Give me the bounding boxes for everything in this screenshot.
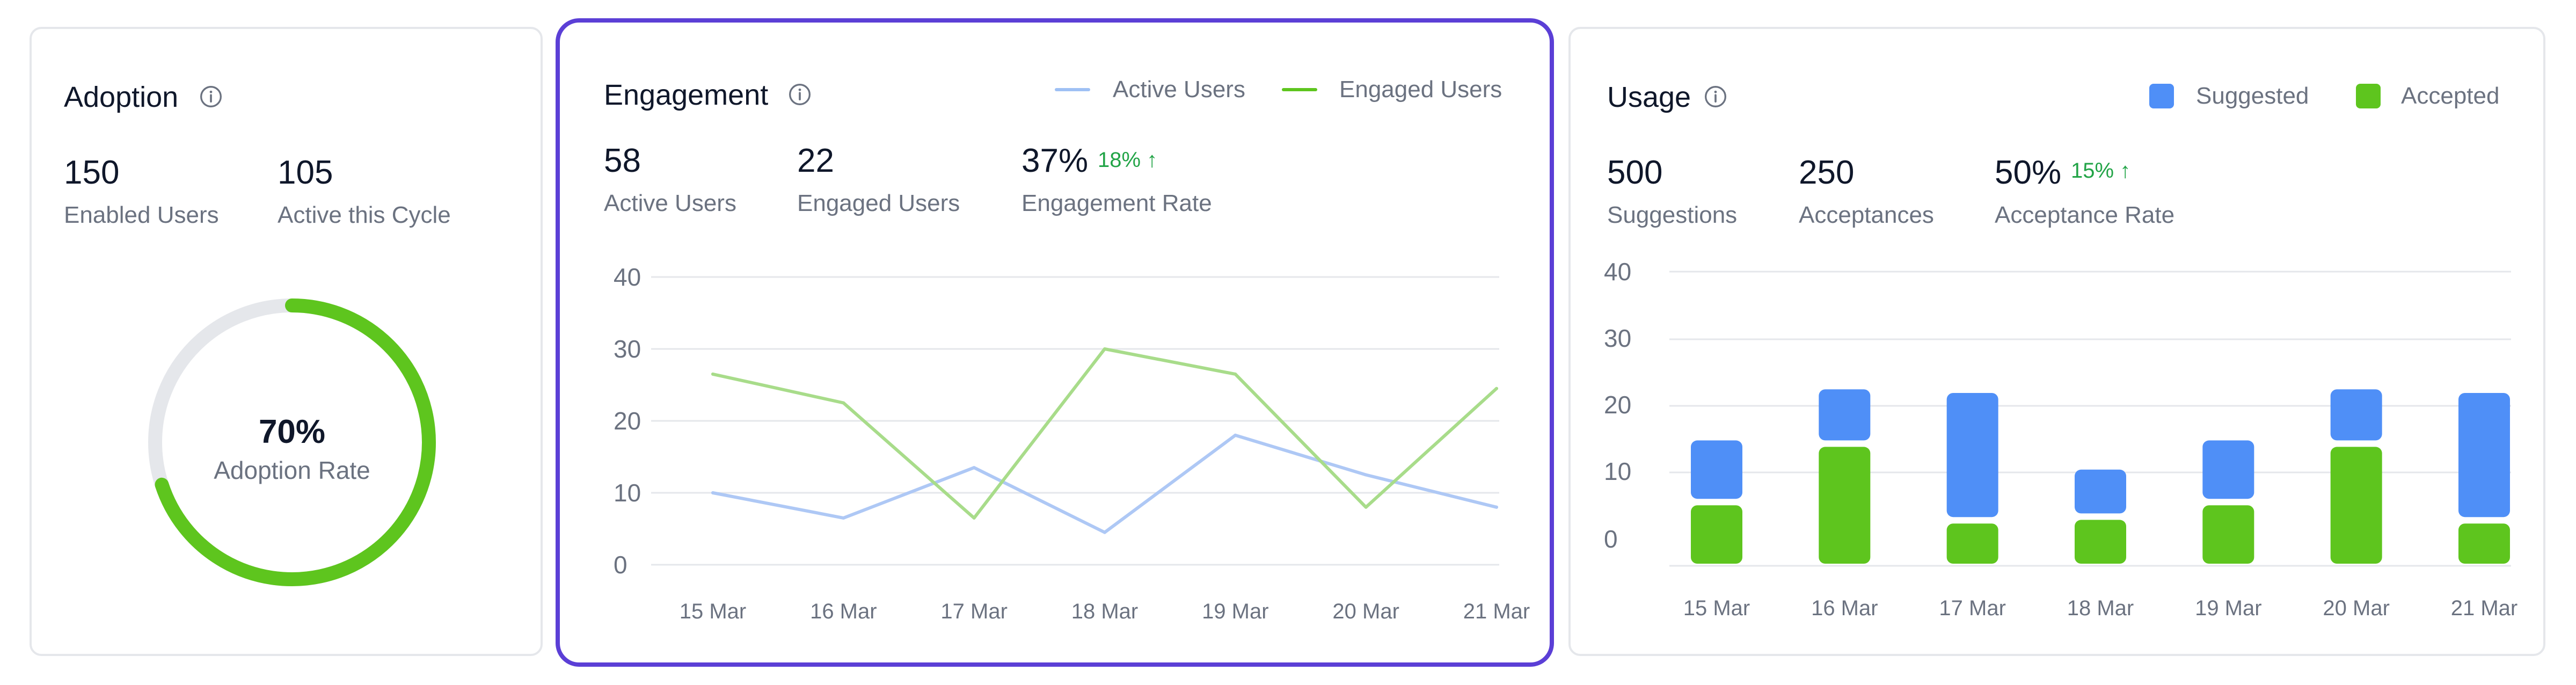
engaged-users-value: 22 — [797, 142, 834, 179]
bar-suggested[interactable] — [1946, 393, 1998, 518]
x-tick-label: 16 Mar — [1811, 596, 1878, 620]
adoption-rate-value: 70% — [258, 413, 326, 450]
acceptance-rate-delta: 15% ↑ — [2071, 159, 2131, 183]
adoption-rate-label: Adoption Rate — [214, 456, 370, 484]
data-point — [1495, 387, 1498, 390]
engagement-rate-delta: 18% ↑ — [1098, 148, 1158, 172]
data-point — [1234, 433, 1237, 437]
usage-bar-chart: 40 30 20 10 0 15 Mar 16 Mar 17 Mar 18 Mar 19 Mar 2… — [1604, 258, 2518, 620]
data-point — [711, 491, 714, 494]
adoption-title: Adoption — [64, 81, 179, 113]
acceptances-label: Acceptances — [1799, 202, 1934, 228]
x-tick-label: 15 Mar — [1683, 596, 1750, 620]
suggestions-label: Suggestions — [1607, 202, 1738, 228]
x-tick-label: 21 Mar — [1463, 600, 1530, 623]
bar-suggested[interactable] — [2202, 440, 2254, 499]
bar-suggested[interactable] — [2330, 389, 2382, 441]
active-users-value: 58 — [604, 142, 641, 179]
x-tick-label: 19 Mar — [2195, 596, 2262, 620]
engagement-rate-label: Engagement Rate — [1021, 190, 1212, 216]
bar-suggested[interactable] — [2075, 469, 2126, 514]
info-icon[interactable] — [199, 85, 223, 108]
data-point — [842, 401, 845, 405]
data-point — [972, 466, 976, 470]
data-point — [1234, 372, 1237, 376]
y-tick-label: 10 — [1604, 457, 1631, 485]
legend-swatch-suggested — [2149, 84, 2174, 108]
x-tick-label: 17 Mar — [940, 600, 1008, 623]
usage-title: Usage — [1607, 81, 1691, 113]
bar-suggested[interactable] — [1691, 440, 1742, 499]
bar-accepted[interactable] — [1946, 523, 1998, 564]
bar-suggested[interactable] — [1819, 389, 1871, 441]
x-tick-label: 20 Mar — [1332, 600, 1399, 623]
data-point — [1364, 473, 1368, 477]
legend-suggested[interactable]: Suggested — [2196, 83, 2309, 109]
bar-accepted[interactable] — [1819, 447, 1871, 564]
engagement-rate-value: 37% — [1021, 142, 1089, 179]
gauge-progress-arc — [155, 298, 436, 586]
legend-active-users[interactable]: Active Users — [1113, 76, 1245, 103]
y-tick-label: 30 — [1604, 324, 1631, 352]
x-tick-label: 17 Mar — [1939, 596, 2006, 620]
y-tick-label: 10 — [614, 479, 641, 507]
series-line-active-users[interactable] — [711, 433, 1498, 534]
data-point — [842, 516, 845, 520]
bar-accepted[interactable] — [2075, 520, 2126, 564]
y-tick-label: 0 — [614, 551, 627, 579]
engagement-card[interactable]: Engagement Active Users Engaged Users 58… — [556, 18, 1554, 667]
data-point — [1103, 347, 1106, 351]
bar-accepted[interactable] — [2458, 523, 2510, 564]
y-tick-label: 40 — [614, 263, 641, 291]
engagement-title: Engagement — [604, 79, 769, 111]
enabled-users-value: 150 — [64, 154, 120, 191]
data-point — [1103, 530, 1106, 534]
bar-accepted[interactable] — [2202, 505, 2254, 564]
usage-card: Usage Suggested Accepted 500 Suggestions… — [1568, 27, 2545, 656]
x-tick-label: 18 Mar — [2067, 596, 2134, 620]
engagement-line-chart: 40 30 20 10 0 15 Mar 16 Mar 17 Mar 18 Mar 19 Mar 2… — [614, 263, 1530, 623]
bar-suggested[interactable] — [2458, 393, 2510, 518]
data-point — [1495, 505, 1498, 509]
info-icon[interactable] — [788, 83, 812, 106]
legend-engaged-users[interactable]: Engaged Users — [1339, 76, 1502, 103]
info-icon[interactable] — [1704, 85, 1727, 108]
bar-accepted[interactable] — [2330, 447, 2382, 564]
y-tick-label: 30 — [614, 335, 641, 363]
active-cycle-label: Active this Cycle — [278, 202, 451, 228]
y-tick-label: 40 — [1604, 258, 1631, 286]
x-tick-label: 15 Mar — [680, 600, 747, 623]
suggestions-value: 500 — [1607, 154, 1663, 191]
data-point — [972, 516, 976, 520]
x-tick-label: 16 Mar — [810, 600, 877, 623]
legend-swatch-engaged-users — [1282, 88, 1317, 91]
y-tick-label: 0 — [1604, 525, 1618, 553]
active-users-label: Active Users — [604, 190, 736, 216]
adoption-gauge-ring — [148, 298, 436, 586]
bar-accepted[interactable] — [1691, 505, 1742, 564]
acceptance-rate-label: Acceptance Rate — [1995, 202, 2175, 228]
x-tick-label: 19 Mar — [1202, 600, 1269, 623]
y-tick-label: 20 — [1604, 391, 1631, 419]
adoption-gauge: 70% Adoption Rate — [142, 292, 442, 593]
legend-swatch-accepted — [2356, 84, 2381, 108]
engaged-users-label: Engaged Users — [797, 190, 960, 216]
legend-accepted[interactable]: Accepted — [2401, 83, 2500, 109]
x-tick-label: 21 Mar — [2451, 596, 2518, 620]
data-point — [1364, 505, 1368, 509]
acceptances-value: 250 — [1799, 154, 1855, 191]
legend-swatch-active-users — [1055, 88, 1090, 91]
x-tick-label: 20 Mar — [2323, 596, 2390, 620]
x-tick-label: 18 Mar — [1071, 600, 1139, 623]
data-point — [711, 372, 714, 376]
y-tick-label: 20 — [614, 407, 641, 435]
active-cycle-value: 105 — [278, 154, 333, 191]
adoption-card: Adoption 150 Enabled Users 105 Active th… — [30, 27, 543, 656]
acceptance-rate-value: 50% — [1995, 154, 2062, 191]
enabled-users-label: Enabled Users — [64, 202, 219, 228]
